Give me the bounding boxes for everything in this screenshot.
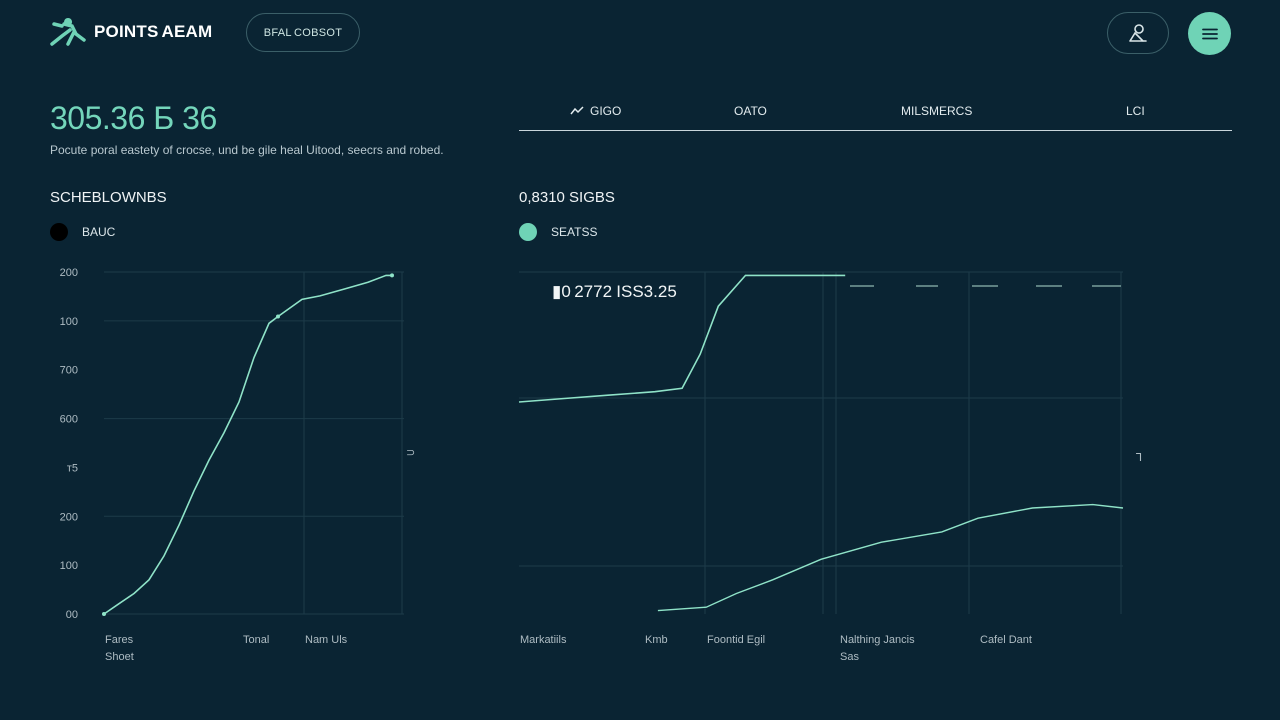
chart-marker-glyph: ⊃ bbox=[406, 447, 415, 459]
y-tick-label: 200 bbox=[60, 267, 78, 279]
right-chart: ⅂ Markatiils Kmb Foontid Egil Nalthing Janc… bbox=[518, 271, 1142, 663]
brand-name: POINTS AEAM bbox=[94, 22, 213, 41]
x-axis-label: Cafel Dant bbox=[980, 634, 1032, 646]
x-axis-label: Tonal bbox=[243, 634, 269, 646]
left-panel-title: SCHEBLOWNBS bbox=[50, 189, 167, 206]
chart-marker-glyph: ⅂ bbox=[1136, 452, 1142, 464]
legend-swatch bbox=[50, 223, 68, 241]
x-axis-label: Nam Uls bbox=[305, 634, 348, 646]
tab-lci[interactable]: LCI bbox=[1126, 104, 1145, 118]
tab-oato[interactable]: OATO bbox=[734, 104, 767, 118]
series-line-seatss bbox=[518, 274, 846, 403]
chart-annotation: ▮0 2772 ISS3.25 bbox=[552, 282, 677, 301]
trend-icon bbox=[570, 106, 584, 115]
profile-button[interactable] bbox=[1107, 12, 1169, 54]
person-icon bbox=[1129, 24, 1147, 42]
data-point bbox=[102, 612, 106, 616]
header-pill-button[interactable]: BFAL COBSOT bbox=[246, 13, 360, 52]
headline-description: Pocute poral eastety of crocse, und be g… bbox=[50, 143, 444, 157]
series-line-secondary bbox=[657, 503, 1124, 612]
x-axis-label: Markatiils bbox=[520, 634, 567, 646]
right-legend[interactable]: SEATSS bbox=[519, 223, 597, 241]
y-tick-label: 700 bbox=[60, 365, 78, 377]
tab-label: LCI bbox=[1126, 104, 1145, 118]
x-axis-label: Fares bbox=[105, 634, 134, 646]
y-tick-label: 00 bbox=[66, 609, 78, 621]
tab-milsmercs[interactable]: MILSMERCS bbox=[901, 104, 972, 118]
hamburger-icon bbox=[1201, 28, 1218, 39]
x-axis-label: Sas bbox=[840, 651, 859, 663]
x-axis-label: Nalthing Jancis bbox=[840, 634, 915, 646]
legend-label: BAUC bbox=[82, 225, 116, 239]
tab-bar: GIGO OATO MILSMERCS LCI bbox=[519, 96, 1232, 131]
left-chart: 200 100 700 600 т5 200 100 00 ⊃ Fares Shoet Tonal… bbox=[60, 267, 416, 663]
y-tick-label: 600 bbox=[60, 414, 78, 426]
y-tick-label: 100 bbox=[60, 316, 78, 328]
x-axis-label: Kmb bbox=[645, 634, 668, 646]
data-point bbox=[276, 314, 280, 319]
series-line-bauc bbox=[103, 274, 392, 615]
left-legend[interactable]: BAUC bbox=[50, 223, 115, 241]
tab-label: GIGO bbox=[590, 104, 622, 118]
data-point bbox=[390, 273, 394, 278]
y-tick-label: т5 bbox=[67, 462, 78, 474]
tab-label: OATO bbox=[734, 104, 767, 118]
headline-value: 305.36 Б 36 bbox=[50, 100, 217, 136]
tab-gigo[interactable]: GIGO bbox=[570, 104, 621, 118]
legend-swatch bbox=[519, 223, 537, 241]
y-tick-label: 200 bbox=[60, 511, 78, 523]
right-panel-title: 0,8310 SIGBS bbox=[519, 189, 615, 206]
tab-label: MILSMERCS bbox=[901, 104, 973, 118]
runner-logo-icon bbox=[50, 18, 86, 46]
legend-label: SEATSS bbox=[551, 225, 598, 239]
brand-logo[interactable]: POINTS AEAM bbox=[46, 14, 212, 50]
y-tick-label: 100 bbox=[60, 560, 78, 572]
menu-button[interactable] bbox=[1188, 12, 1231, 55]
x-axis-label: Shoet bbox=[105, 651, 134, 663]
x-axis-label: Foontid Egil bbox=[707, 634, 765, 646]
